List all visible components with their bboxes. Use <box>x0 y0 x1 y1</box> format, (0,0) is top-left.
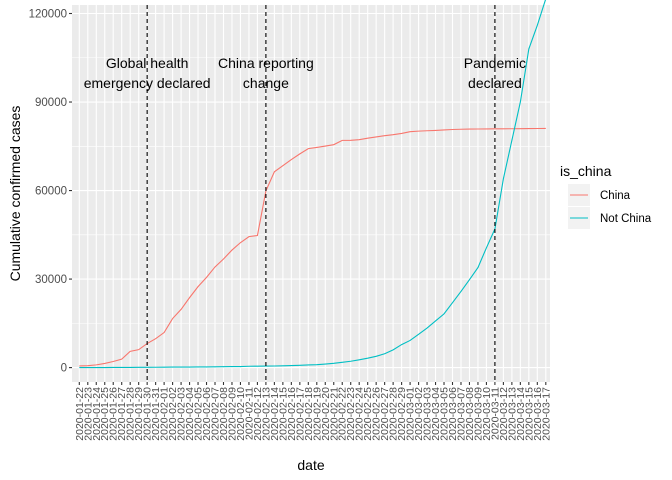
x-tick-label: 2020-01-28 <box>125 387 137 441</box>
y-tick-label: 30000 <box>35 274 67 286</box>
x-tick-label: 2020-01-30 <box>142 387 154 441</box>
x-tick-label: 2020-01-22 <box>74 387 86 441</box>
x-tick-label: 2020-02-01 <box>159 387 171 441</box>
x-tick-label: 2020-02-28 <box>388 387 400 441</box>
x-tick-label: 2020-02-08 <box>218 387 230 441</box>
x-tick-label: 2020-03-01 <box>405 387 417 441</box>
x-tick-label: 2020-02-22 <box>337 387 349 441</box>
x-tick-label: 2020-03-12 <box>498 387 510 441</box>
series-line-not-china <box>79 0 546 369</box>
x-tick-label: 2020-02-12 <box>252 387 264 441</box>
x-tick-label: 2020-01-24 <box>91 387 103 441</box>
x-tick-label: 2020-02-07 <box>210 387 222 441</box>
x-tick-label: 2020-01-23 <box>82 387 94 441</box>
x-tick-label: 2020-02-02 <box>167 387 179 441</box>
event-label: Global health <box>106 55 189 71</box>
x-tick-label: 2020-02-09 <box>226 387 238 441</box>
y-tick-label: 90000 <box>35 97 67 109</box>
x-tick-label: 2020-02-13 <box>260 387 272 441</box>
x-tick-label: 2020-02-16 <box>286 387 298 441</box>
x-tick-label: 2020-02-25 <box>362 387 374 441</box>
legend-title: is_china <box>560 163 612 179</box>
x-tick-label: 2020-03-17 <box>540 387 552 441</box>
x-tick-label: 2020-02-14 <box>269 387 281 441</box>
event-label: Pandemic <box>464 55 526 71</box>
event-label: declared <box>468 75 522 91</box>
x-tick-label: 2020-02-19 <box>311 387 323 441</box>
y-tick-label: 60000 <box>35 186 67 198</box>
x-tick-label: 2020-02-17 <box>294 387 306 441</box>
x-tick-label: 2020-02-29 <box>396 387 408 441</box>
x-tick-label: 2020-01-26 <box>108 387 120 441</box>
x-tick-label: 2020-02-05 <box>193 387 205 441</box>
x-tick-label: 2020-02-27 <box>379 387 391 441</box>
x-tick-label: 2020-03-07 <box>455 387 467 441</box>
event-label: China reporting <box>218 55 314 71</box>
x-tick-label: 2020-01-29 <box>133 387 145 441</box>
x-tick-label: 2020-01-31 <box>150 387 162 441</box>
y-tick-label: 120000 <box>29 9 67 21</box>
event-label: emergency declared <box>84 75 211 91</box>
x-tick-label: 2020-02-26 <box>371 387 383 441</box>
x-tick-label: 2020-03-11 <box>489 387 501 440</box>
x-tick-label: 2020-02-03 <box>176 387 188 441</box>
x-tick-label: 2020-03-03 <box>422 387 434 441</box>
legend-label: Not China <box>600 213 652 225</box>
x-tick-label: 2020-02-20 <box>320 387 332 441</box>
x-tick-label: 2020-03-13 <box>506 387 518 441</box>
x-tick-label: 2020-03-08 <box>464 387 476 441</box>
x-tick-label: 2020-03-16 <box>532 387 544 441</box>
event-label: change <box>243 75 289 91</box>
x-tick-label: 2020-03-10 <box>481 387 493 441</box>
x-tick-label: 2020-02-23 <box>345 387 357 441</box>
legend-label: China <box>600 190 631 202</box>
y-axis-title: Cumulative confirmed cases <box>7 106 23 282</box>
x-tick-label: 2020-03-09 <box>472 387 484 441</box>
x-tick-label: 2020-02-18 <box>303 387 315 441</box>
x-tick-label: 2020-01-27 <box>116 387 128 441</box>
plot-panel <box>72 5 550 382</box>
x-tick-label: 2020-03-06 <box>447 387 459 441</box>
x-axis-title: date <box>297 457 324 473</box>
x-tick-label: 2020-03-04 <box>430 387 442 441</box>
x-tick-label: 2020-02-04 <box>184 387 196 441</box>
x-tick-label: 2020-02-15 <box>277 387 289 441</box>
x-tick-label: 2020-01-25 <box>99 387 111 441</box>
x-tick-label: 2020-02-06 <box>201 387 213 441</box>
x-tick-label: 2020-03-15 <box>523 387 535 441</box>
x-tick-label: 2020-03-05 <box>439 387 451 441</box>
x-tick-label: 2020-02-11 <box>243 387 255 440</box>
x-tick-label: 2020-02-24 <box>354 387 366 441</box>
x-tick-label: 2020-03-02 <box>413 387 425 441</box>
x-tick-label: 2020-03-14 <box>515 387 527 441</box>
x-tick-label: 2020-02-21 <box>328 387 340 441</box>
x-tick-label: 2020-02-10 <box>235 387 247 441</box>
series-line-china <box>79 127 546 367</box>
y-tick-label: 0 <box>61 363 67 375</box>
